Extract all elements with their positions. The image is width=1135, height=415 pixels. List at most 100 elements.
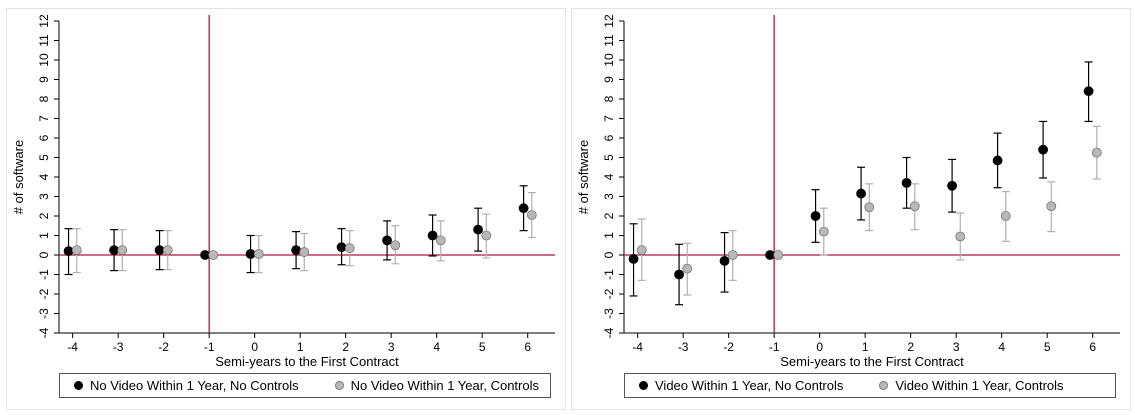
- y-tick-label: 2: [602, 212, 616, 219]
- y-tick-label: 9: [602, 76, 616, 83]
- legend-label: Video Within 1 Year, Controls: [895, 378, 1064, 393]
- x-axis-label: Semi-years to the First Contract: [780, 354, 964, 369]
- y-tick-label: 6: [37, 134, 51, 141]
- data-point: [864, 202, 875, 213]
- data-point: [117, 245, 128, 256]
- y-tick-label: 4: [37, 173, 51, 180]
- legend-marker-black: [639, 381, 648, 390]
- x-tick-label: 0: [816, 340, 823, 354]
- y-tick-label: 3: [37, 193, 51, 200]
- x-tick-label: 3: [953, 340, 960, 354]
- data-point: [526, 210, 537, 220]
- x-tick-label: -4: [67, 340, 78, 354]
- data-point: [1083, 86, 1094, 97]
- x-tick-label: 5: [1044, 340, 1051, 354]
- data-point: [810, 211, 821, 221]
- x-tick-label: -3: [678, 340, 689, 354]
- x-tick-label: 5: [479, 340, 486, 354]
- data-point: [427, 230, 438, 241]
- data-point: [674, 269, 684, 280]
- y-axis-label: # of software: [11, 140, 26, 214]
- data-point: [71, 245, 82, 256]
- chart-panel-right: -4 -3 -2 -1 0 1 2 3 4 5 6 7 8 9 10 11 12 -4 -3 -2 -1 0 1 2 3 4 5 6 S…: [571, 8, 1131, 410]
- data-point: [162, 245, 173, 256]
- x-tick-label: -1: [769, 340, 780, 354]
- data-point: [628, 253, 639, 264]
- data-point: [435, 235, 446, 246]
- x-tick-label: 2: [342, 340, 349, 354]
- data-point: [818, 226, 829, 237]
- y-tick-label: 7: [602, 115, 616, 122]
- legend-item-no-controls: Video Within 1 Year, No Controls: [639, 378, 843, 393]
- data-point: [253, 249, 264, 259]
- y-tick-label: 12: [602, 14, 616, 28]
- x-tick-label: 0: [251, 340, 258, 354]
- x-tick-label: 6: [1089, 340, 1096, 354]
- y-tick-label: 3: [602, 193, 616, 200]
- data-point: [765, 250, 775, 260]
- y-tick-label: 8: [37, 95, 51, 102]
- data-point: [382, 235, 392, 246]
- y-tick-label: 6: [602, 134, 616, 141]
- data-point: [200, 250, 210, 260]
- legend-label: Video Within 1 Year, No Controls: [655, 378, 844, 393]
- data-point: [1000, 211, 1011, 221]
- legend-marker-gray: [879, 381, 889, 390]
- data-point: [299, 247, 310, 257]
- x-tick-label: -4: [632, 340, 643, 354]
- data-point: [955, 231, 966, 242]
- data-point: [344, 243, 355, 254]
- y-tick-label: 2: [37, 212, 51, 219]
- data-point: [992, 155, 1003, 166]
- y-tick-label: -1: [602, 269, 616, 280]
- x-tick-label: -1: [204, 340, 215, 354]
- chart-panel-left: -4 -3 -2 -1 0 1 2 3 4 5 6 7 8 9 10 11 12 -4 -3 -2 -1 0 1 2 3 4 5 6 S…: [6, 8, 566, 410]
- y-axis-label: # of software: [576, 140, 591, 214]
- x-tick-label: -2: [723, 340, 734, 354]
- y-tick-label: 10: [602, 53, 616, 67]
- data-point: [245, 249, 256, 259]
- y-tick-label: -4: [602, 327, 616, 338]
- x-tick-label: 1: [297, 340, 304, 354]
- x-axis-label: Semi-years to the First Contract: [215, 354, 399, 369]
- data-point: [909, 201, 920, 212]
- data-point: [481, 230, 492, 241]
- legend-marker-gray: [334, 381, 344, 390]
- data-point: [473, 224, 483, 235]
- data-point: [1038, 144, 1048, 155]
- x-tick-label: 4: [433, 340, 440, 354]
- legend-left: No Video Within 1 Year, No Controls No V…: [59, 373, 551, 398]
- data-point: [947, 180, 957, 191]
- x-tick-label: -2: [158, 340, 169, 354]
- x-tick-label: -3: [113, 340, 124, 354]
- y-tick-label: -1: [37, 269, 51, 280]
- x-tick-label: 6: [524, 340, 531, 354]
- data-point: [1046, 201, 1057, 212]
- y-tick-label: 8: [602, 95, 616, 102]
- legend-marker-black: [74, 381, 83, 390]
- y-tick-label: 10: [37, 53, 51, 67]
- data-point: [773, 250, 784, 260]
- x-tick-label: 3: [388, 340, 395, 354]
- data-point: [336, 242, 347, 253]
- y-tick-label: 5: [37, 154, 51, 161]
- data-point: [109, 245, 119, 256]
- legend-item-controls: Video Within 1 Year, Controls: [879, 378, 1064, 393]
- y-tick-label: 7: [37, 115, 51, 122]
- y-tick-label: -3: [602, 308, 616, 319]
- x-tick-label: 4: [998, 340, 1005, 354]
- y-tick-label: 0: [37, 251, 51, 258]
- y-tick-label: 4: [602, 173, 616, 180]
- y-tick-label: 0: [602, 251, 616, 258]
- data-point: [719, 255, 730, 266]
- data-point: [390, 240, 401, 251]
- x-tick-label: 2: [907, 340, 914, 354]
- y-tick-label: -4: [37, 327, 51, 338]
- data-point: [636, 245, 647, 256]
- legend-label: No Video Within 1 Year, No Controls: [90, 378, 299, 393]
- data-point: [682, 263, 693, 274]
- y-tick-label: -2: [37, 288, 51, 299]
- data-point: [291, 245, 301, 256]
